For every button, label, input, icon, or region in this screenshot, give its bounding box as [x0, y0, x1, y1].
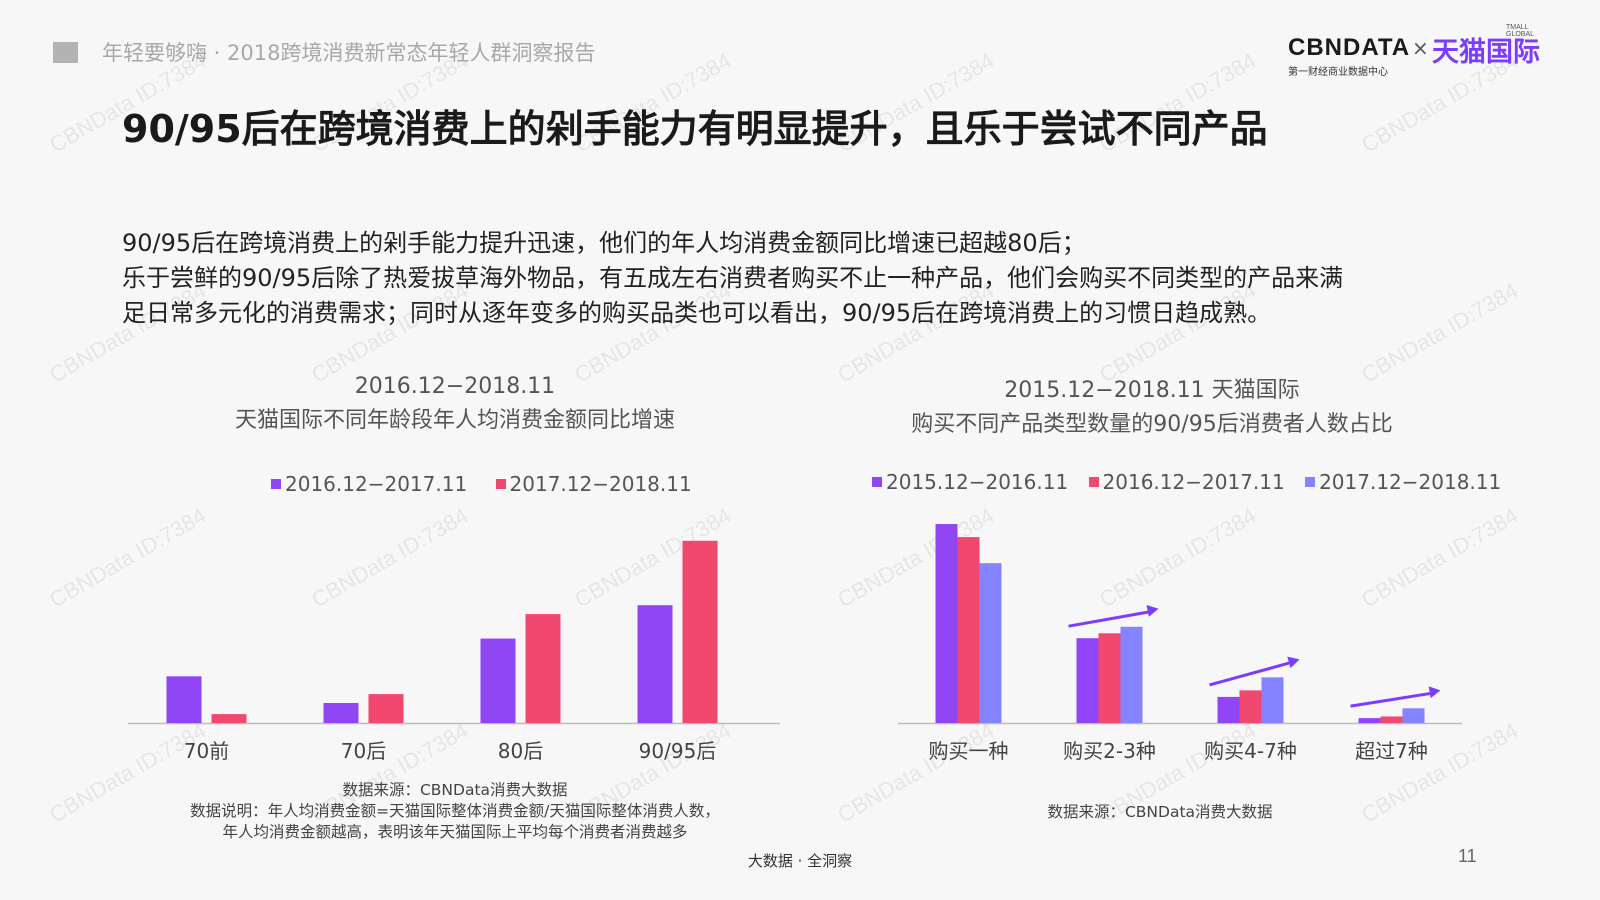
page-title: 90/95后在跨境消费上的剁手能力有明显提升，且乐于尝试不同产品 [122, 107, 1268, 151]
page-number: 11 [1458, 846, 1477, 866]
bar [1380, 716, 1403, 723]
category-tick-label: 80后 [498, 739, 543, 763]
legend-item: 2017.12−2018.11 [495, 472, 692, 496]
logo-cross-symbol: × [1412, 36, 1429, 60]
legend-item: 2015.12−2016.11 [872, 470, 1068, 494]
bar [368, 694, 404, 723]
legend-item: 2016.12−2017.11 [1088, 470, 1285, 494]
chart-left-notes: 数据来源：CBNData消费大数据 数据说明：年人均消费金额=天猫国际整体消费金… [150, 780, 760, 843]
bar [211, 714, 247, 723]
cbndata-logo-text: CBNDATA [1288, 34, 1411, 61]
chart-left-legend: 2016.12−2017.11 2017.12−2018.11 [271, 472, 714, 496]
legend-swatch [1088, 477, 1099, 487]
legend-swatch [1305, 477, 1316, 487]
bar [682, 540, 718, 723]
legend-label: 2017.12−2018.11 [1319, 470, 1502, 494]
chart-left-title-line1: 2016.12−2018.11 [354, 374, 556, 399]
data-explanation-note: 年人均消费金额越高，表明该年天猫国际上平均每个消费者消费越多 [222, 823, 688, 841]
bar [1239, 690, 1262, 723]
bar [637, 605, 673, 723]
trend-arrow-line [1209, 660, 1294, 687]
description-line: 90/95后在跨境消费上的剁手能力提升迅速，他们的年人均消费金额同比增速已超越8… [122, 229, 1086, 257]
bar [1217, 696, 1240, 723]
bar [1120, 626, 1143, 723]
brand-logo: CBNDATA × 天猫国际 TMALL GLOBAL 第一财经商业数据中心 [1288, 24, 1558, 80]
category-tick-label: 购买4-7种 [1204, 739, 1297, 763]
bar [1358, 718, 1381, 723]
bar [935, 524, 958, 723]
data-source-note: 数据来源：CBNData消费大数据 [342, 781, 568, 799]
data-source-note: 数据来源：CBNData消费大数据 [1047, 803, 1273, 821]
legend-swatch [495, 479, 506, 489]
legend-item: 2017.12−2018.11 [1305, 470, 1501, 494]
tmall-global-logo-text: 天猫国际 [1432, 37, 1540, 68]
category-tick-label: 购买一种 [929, 739, 1009, 763]
bar [1402, 708, 1425, 723]
legend-label: 2015.12−2016.11 [886, 470, 1069, 494]
legend-swatch [271, 479, 281, 489]
tmall-global-logo-small: TMALL GLOBAL [1506, 24, 1535, 38]
trend-arrow-icon [1287, 656, 1300, 669]
chart-right-notes: 数据来源：CBNData消费大数据 [900, 802, 1420, 823]
category-tick-label: 70后 [341, 739, 386, 763]
bar [525, 614, 561, 723]
bar [1098, 633, 1121, 723]
chart-right-title-line1: 2015.12−2018.11 天猫国际 [1004, 378, 1300, 403]
chart-right-title-line2: 购买不同产品类型数量的90/95后消费者人数占比 [911, 412, 1393, 437]
legend-label: 2017.12−2018.11 [509, 472, 692, 496]
bar [323, 703, 359, 723]
description-text: 90/95后在跨境消费上的剁手能力提升迅速，他们的年人均消费金额同比增速已超越8… [122, 226, 1522, 331]
bar [166, 676, 202, 723]
category-tick-label: 90/95后 [639, 739, 717, 763]
description-line: 足日常多元化的消费需求；同时从逐年变多的购买品类也可以看出，90/95后在跨境消… [122, 299, 1272, 327]
category-tick-label: 购买2-3种 [1063, 739, 1156, 763]
legend-label: 2016.12−2017.11 [285, 472, 468, 496]
legend-item: 2016.12−2017.11 [271, 472, 467, 496]
trend-arrow-icon [1146, 604, 1159, 617]
trend-arrow-line [1068, 609, 1153, 628]
bar [1076, 638, 1099, 723]
chart-right-legend: 2015.12−2016.11 2016.12−2017.11 2017.12−… [872, 470, 1501, 494]
footer-tagline: 大数据 · 全洞察 [747, 852, 853, 870]
header-square-marker [53, 42, 78, 63]
category-tick-label: 70前 [184, 739, 229, 763]
trend-arrow-icon [1428, 686, 1441, 699]
data-explanation-note: 数据说明：年人均消费金额=天猫国际整体消费金额/天猫国际整体消费人数， [190, 802, 720, 820]
category-tick-label: 超过7种 [1355, 739, 1428, 763]
bar [1261, 677, 1284, 723]
bar [979, 563, 1002, 723]
legend-label: 2016.12−2017.11 [1102, 470, 1285, 494]
description-line: 乐于尝鲜的90/95后除了热爱拔草海外物品，有五成左右消费者购买不止一种产品，他… [122, 264, 1344, 292]
trend-arrow-line [1350, 691, 1435, 708]
chart-left-title-line2: 天猫国际不同年龄段年人均消费金额同比增速 [234, 408, 675, 433]
cbndata-logo-subtitle: 第一财经商业数据中心 [1288, 67, 1388, 78]
legend-swatch [872, 477, 882, 487]
report-title: 年轻要够嗨 · 2018跨境消费新常态年轻人群洞察报告 [102, 41, 596, 65]
bar [957, 537, 980, 723]
bar [480, 638, 516, 723]
chart-right-title: 2015.12−2018.11 天猫国际 购买不同产品类型数量的90/95后消费… [852, 374, 1452, 442]
chart-left-title: 2016.12−2018.11 天猫国际不同年龄段年人均消费金额同比增速 [205, 370, 705, 438]
